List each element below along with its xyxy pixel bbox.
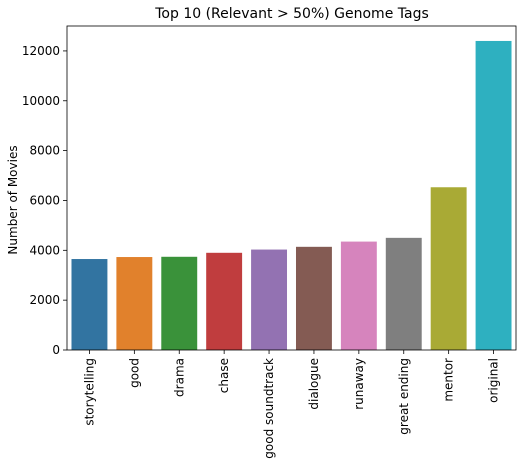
plot-frame xyxy=(66,25,517,351)
x-tick-label: storytelling xyxy=(82,358,96,426)
y-tick-label: 8000 xyxy=(29,144,60,158)
bar-drama xyxy=(161,256,198,350)
bar-good-soundtrack xyxy=(251,249,288,350)
bar-original xyxy=(475,40,512,350)
bar-chase xyxy=(206,252,243,350)
x-tick-label: chase xyxy=(217,358,231,393)
y-tick-label: 4000 xyxy=(29,243,60,257)
bars-group xyxy=(71,40,512,350)
y-tick-label: 6000 xyxy=(29,193,60,207)
y-tick-label: 12000 xyxy=(22,44,60,58)
x-axis: storytelling good drama chase good soundtrac… xyxy=(82,350,501,459)
x-tick-label: good soundtrack xyxy=(262,358,276,459)
y-axis-label: Number of Movies xyxy=(6,145,20,254)
bar-great-ending xyxy=(385,237,422,350)
y-tick-label: 2000 xyxy=(29,293,60,307)
y-tick-label: 0 xyxy=(52,343,60,357)
x-tick-label: original xyxy=(487,358,501,403)
y-tick-label: 10000 xyxy=(22,94,60,108)
x-tick-label: good xyxy=(127,358,141,388)
bar-mentor xyxy=(430,187,467,350)
x-tick-label: dialogue xyxy=(307,358,321,410)
bar-runaway xyxy=(340,241,377,350)
x-tick-label: great ending xyxy=(397,358,411,435)
x-tick-label: runaway xyxy=(352,358,366,410)
y-axis: 0 2000 4000 6000 8000 10000 12000 xyxy=(22,44,67,357)
x-tick-label: drama xyxy=(172,358,186,397)
chart-title: Top 10 (Relevant > 50%) Genome Tags xyxy=(154,6,429,22)
x-tick-label: mentor xyxy=(442,358,456,402)
bar-storytelling xyxy=(71,259,108,350)
bar-good xyxy=(116,257,153,350)
bar-dialogue xyxy=(295,246,332,350)
